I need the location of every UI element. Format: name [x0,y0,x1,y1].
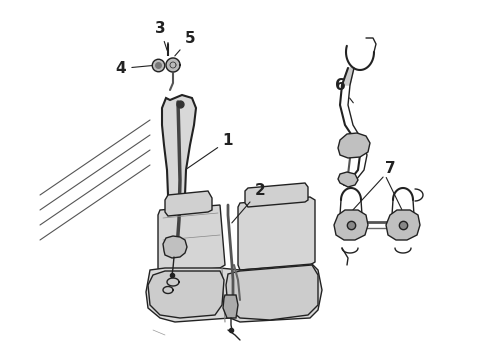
Polygon shape [146,264,322,322]
Polygon shape [245,183,308,207]
Polygon shape [342,68,354,85]
Polygon shape [338,172,358,187]
Text: 7: 7 [385,161,395,176]
Polygon shape [165,191,212,216]
Text: 4: 4 [116,61,155,76]
Text: 6: 6 [335,78,353,103]
Text: 5: 5 [175,31,196,56]
Text: 1: 1 [187,133,233,168]
Text: 2: 2 [232,183,266,223]
Polygon shape [223,295,238,318]
Polygon shape [386,210,420,240]
Text: 3: 3 [155,21,167,50]
Polygon shape [148,271,224,318]
Polygon shape [238,197,315,270]
Polygon shape [338,133,370,158]
Polygon shape [162,95,196,260]
Polygon shape [226,265,318,320]
Polygon shape [166,58,180,72]
Polygon shape [158,205,225,273]
Polygon shape [163,287,173,293]
Polygon shape [334,210,368,240]
Polygon shape [163,236,187,258]
Polygon shape [167,278,179,286]
